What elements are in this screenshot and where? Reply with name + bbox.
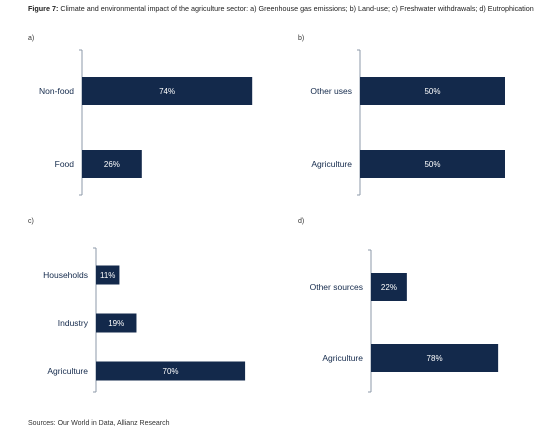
chart-a: Non-food 74% Food 26%: [39, 49, 253, 196]
panel-label-d: d): [298, 218, 305, 225]
source-note: Sources: Our World in Data, Allianz Rese…: [28, 420, 170, 427]
bar: [360, 150, 505, 178]
figure-caption: Figure 7: Climate and environmental impa…: [28, 4, 538, 13]
category-label: Other sources: [310, 282, 363, 292]
bar: [360, 77, 505, 105]
category-label: Agriculture: [322, 353, 363, 363]
category-label: Industry: [58, 318, 89, 328]
bar: [371, 344, 499, 372]
chart-c: Households 11% Industry 19% Agriculture 70%: [43, 247, 246, 393]
chart-b: Other uses 50% Agriculture 50%: [310, 49, 505, 196]
category-label: Non-food: [39, 86, 74, 96]
category-label: Agriculture: [311, 159, 352, 169]
value-label: 50%: [424, 87, 440, 96]
value-label: 50%: [424, 160, 440, 169]
bar: [96, 313, 137, 333]
bar: [371, 273, 407, 301]
value-label: 70%: [163, 367, 179, 376]
value-label: 26%: [104, 160, 120, 169]
caption-text: Climate and environmental impact of the …: [60, 4, 534, 13]
caption-label: Figure 7:: [28, 4, 59, 13]
category-label: Other uses: [310, 86, 352, 96]
panel-label-c: c): [28, 218, 34, 225]
value-label: 74%: [159, 87, 175, 96]
value-label: 11%: [100, 271, 115, 280]
bar: [96, 265, 120, 285]
panel-label-a: a): [28, 35, 35, 42]
chart-d: Other sources 22% Agriculture 78%: [310, 249, 499, 393]
bar: [82, 77, 253, 105]
value-label: 22%: [381, 283, 397, 292]
panel-label-b: b): [298, 35, 305, 42]
value-label: 78%: [427, 354, 443, 363]
category-label: Agriculture: [47, 366, 88, 376]
category-label: Households: [43, 270, 88, 280]
value-label: 19%: [108, 319, 124, 328]
bar: [82, 150, 142, 178]
bar: [96, 361, 246, 381]
category-label: Food: [55, 159, 75, 169]
